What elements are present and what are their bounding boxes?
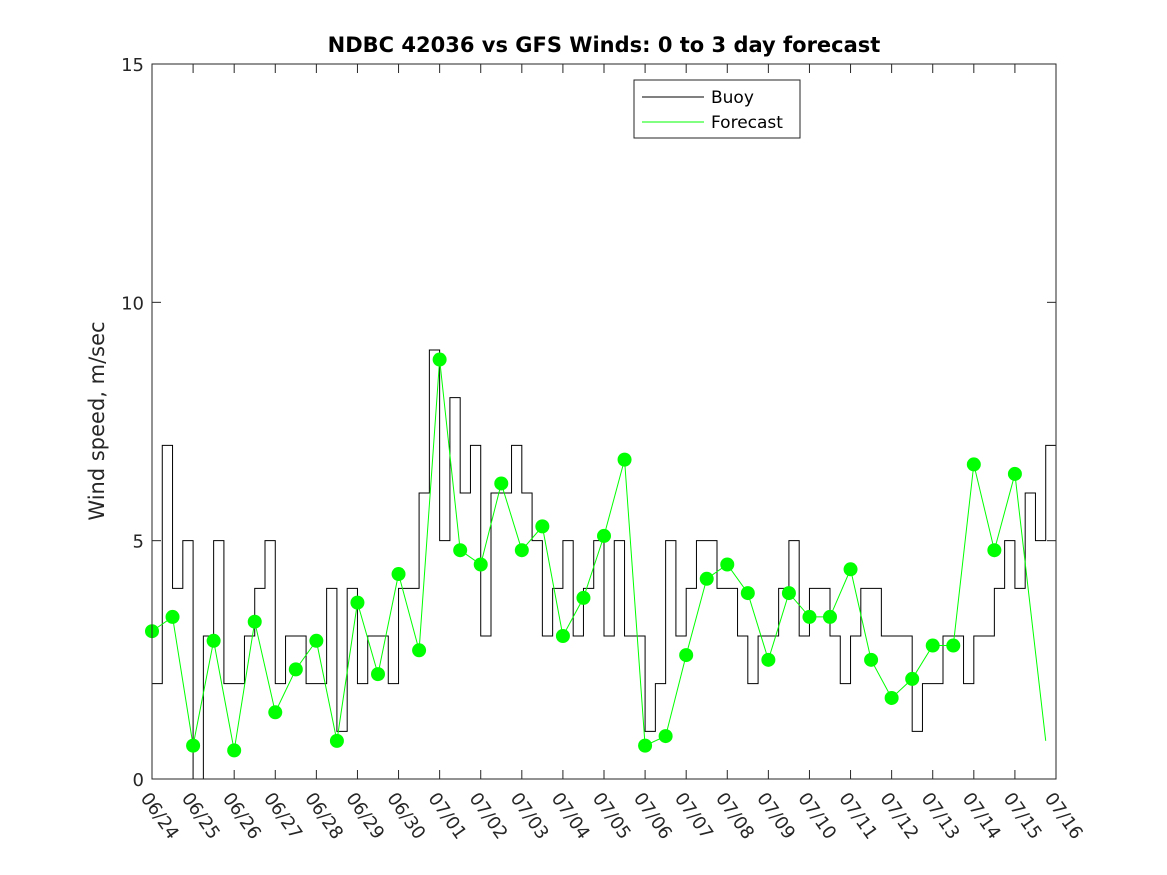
y-tick-label: 10 [121,293,144,314]
forecast-marker [288,662,303,677]
y-axis-label: Wind speed, m/sec [85,321,109,520]
forecast-marker [432,352,447,367]
forecast-marker [535,519,550,534]
forecast-marker [186,738,201,753]
forecast-marker [720,557,735,572]
y-tick-label: 5 [133,532,144,553]
y-tick-label: 0 [133,770,144,791]
forecast-marker [268,705,283,720]
forecast-marker [802,609,817,624]
forecast-marker [453,543,468,558]
forecast-marker [864,652,879,667]
forecast-marker [165,609,180,624]
plot-area [152,64,1056,779]
forecast-marker [247,614,262,629]
forecast-marker [884,690,899,705]
forecast-marker [740,586,755,601]
forecast-marker [843,562,858,577]
forecast-marker [987,543,1002,558]
forecast-marker [617,452,632,467]
legend-buoy-label: Buoy [711,88,754,108]
forecast-marker [412,643,427,658]
forecast-marker [473,557,488,572]
forecast-marker [946,638,961,653]
forecast-marker [1007,466,1022,481]
forecast-marker [309,633,324,648]
forecast-marker [905,671,920,686]
forecast-marker [329,733,344,748]
legend: Buoy Forecast [633,79,801,139]
legend-box [633,79,801,139]
forecast-marker [555,629,570,643]
forecast-marker [823,609,837,624]
forecast-marker [699,571,714,586]
y-tick-label: 15 [121,55,144,76]
forecast-marker [576,590,591,605]
forecast-marker [350,595,365,610]
forecast-marker [206,633,221,648]
legend-forecast-label: Forecast [711,113,783,133]
forecast-marker [514,543,529,558]
forecast-marker [494,476,509,491]
forecast-marker [638,738,653,753]
forecast-marker [597,528,611,543]
forecast-marker [371,667,385,682]
forecast-marker [658,729,673,744]
forecast-marker [761,652,776,667]
forecast-marker [391,567,406,582]
chart-title: NDBC 42036 vs GFS Winds: 0 to 3 day fore… [328,33,881,57]
forecast-marker [925,638,940,653]
buoy-series-line [152,349,1056,780]
forecast-marker [679,648,694,663]
forecast-marker [781,586,796,601]
forecast-marker [227,743,242,758]
forecast-marker [966,457,981,472]
